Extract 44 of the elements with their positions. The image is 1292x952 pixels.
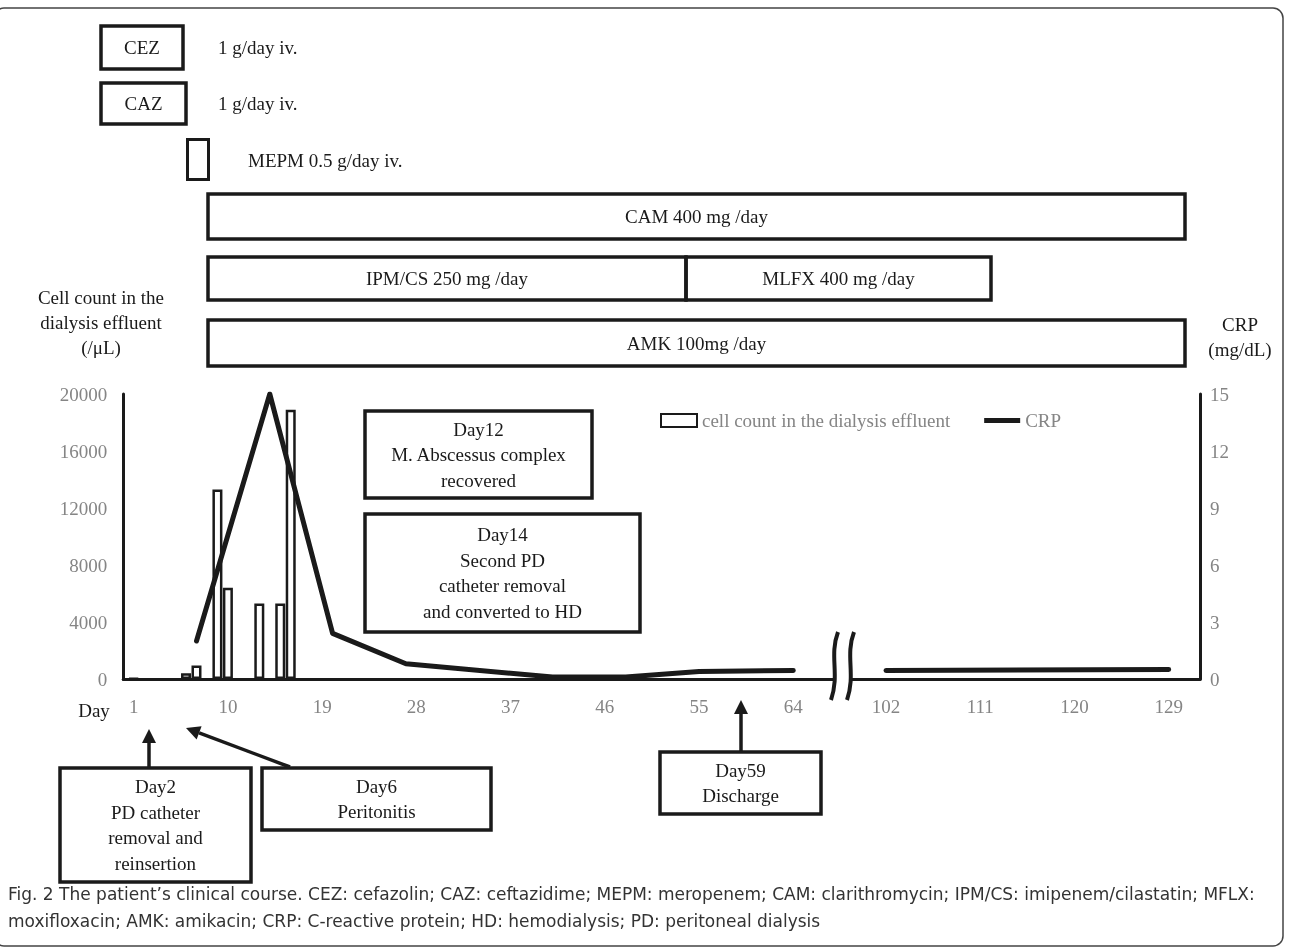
y2-tick-label: 9 bbox=[1210, 497, 1220, 519]
y-tick-label: 8000 bbox=[69, 554, 108, 576]
y-axis-title: Cell count in the dialysis effluent (/μL) bbox=[37, 286, 165, 359]
text: Day2 PD catheter removal and reinsertion bbox=[108, 776, 204, 874]
text: Day6 Peritonitis bbox=[337, 775, 416, 823]
y-tick-label: 0 bbox=[97, 668, 108, 690]
x-tick-label: 64 bbox=[783, 696, 804, 717]
text: Day59 Discharge bbox=[702, 759, 779, 807]
x-tick-label: 120 bbox=[1060, 696, 1089, 717]
y2-tick-label: 0 bbox=[1210, 668, 1220, 690]
text: IPM/CS 250 mg /day bbox=[365, 268, 529, 289]
y-tick-label: 16000 bbox=[59, 440, 108, 462]
annotation: Day12 M. Abscessus complex recovered bbox=[391, 418, 567, 491]
x-tick-label: 55 bbox=[689, 696, 709, 717]
text: MLFX 400 mg /day bbox=[762, 268, 916, 289]
text: 1 g/day iv. bbox=[218, 36, 298, 58]
y2-tick-label: 6 bbox=[1210, 554, 1220, 576]
legend-label: cell count in the dialysis effluent bbox=[702, 410, 951, 431]
x-tick-label: 111 bbox=[966, 696, 994, 717]
x-tick-label: 28 bbox=[406, 696, 426, 717]
y2-tick-label: 3 bbox=[1210, 611, 1220, 633]
x-tick-label: 19 bbox=[312, 696, 332, 717]
y-tick-label: 12000 bbox=[59, 497, 108, 519]
y2-tick-label: 12 bbox=[1210, 440, 1230, 462]
text: CAZ bbox=[124, 93, 163, 114]
caption: Fig. 2 The patient’s clinical course. CEZ: cefazolin; CAZ: ceftazidime; MEPM: meropenem; CAM: clarithromycin; IPM/CS: imipenem/cilastatin; MFLX: moxifloxacin; AMK: amikacin; CRP: C-reactive protein; HD: hemodialysis; PD: peritoneal dialysis bbox=[8, 883, 1261, 931]
x-tick-label: 1 bbox=[128, 696, 139, 717]
y-tick-label: 20000 bbox=[59, 383, 108, 405]
x-tick-label: 37 bbox=[501, 696, 521, 717]
x-tick-label: 129 bbox=[1154, 696, 1183, 717]
y2-axis-title: CRP (mg/dL) bbox=[1208, 314, 1272, 361]
y-tick-label: 4000 bbox=[69, 611, 108, 633]
x-tick-label: 102 bbox=[871, 696, 901, 717]
legend-label: CRP bbox=[1025, 410, 1062, 431]
annotation: Day14 Second PD catheter removal and converted to HD bbox=[423, 524, 582, 622]
text: 1 g/day iv. bbox=[218, 92, 298, 114]
x-tick-label: 10 bbox=[218, 696, 238, 717]
text: CEZ bbox=[124, 37, 160, 58]
text: CAM 400 mg /day bbox=[624, 206, 769, 227]
y2-tick-label: 15 bbox=[1210, 383, 1230, 405]
text: AMK 100mg /day bbox=[626, 332, 767, 354]
x-tick-label: 46 bbox=[595, 696, 615, 717]
x-axis-title: Day bbox=[78, 699, 111, 721]
text: MEPM 0.5 g/day iv. bbox=[248, 149, 403, 171]
